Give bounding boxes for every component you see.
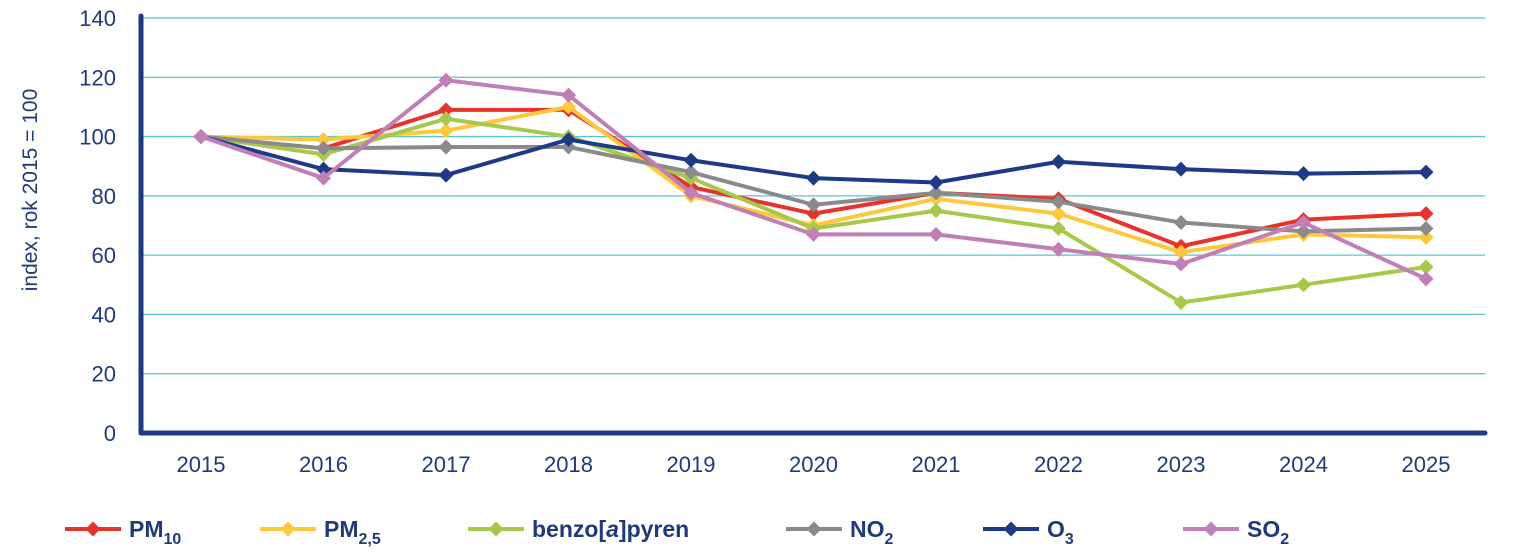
data-point-so2 — [193, 129, 209, 145]
legend-entry-pm25: PM2,5 — [260, 516, 381, 548]
legend-entry-no2: NO2 — [786, 516, 894, 548]
y-tick-label: 140 — [79, 6, 116, 31]
y-tick-label: 40 — [92, 302, 116, 327]
legend-swatch-marker — [806, 521, 822, 537]
legend-label: NO2 — [850, 516, 894, 548]
x-tick-label: 2022 — [1034, 452, 1083, 477]
legend-swatch-marker — [1003, 521, 1019, 537]
data-point-pm10 — [438, 102, 454, 118]
data-point-so2 — [438, 72, 454, 88]
data-point-o3 — [1173, 161, 1189, 177]
data-point-no2 — [438, 139, 454, 155]
data-point-no2 — [1173, 215, 1189, 231]
data-point-so2 — [683, 185, 699, 201]
data-point-pm25 — [316, 132, 331, 148]
y-tick-label: 20 — [92, 362, 116, 387]
data-point-bap — [1173, 295, 1189, 311]
data-point-pm10 — [806, 206, 821, 222]
x-axis-ticks: 2015 2016 2017 2018 2019 2020 2021 2022 2023 2024… — [177, 452, 1451, 477]
y-tick-label: 60 — [92, 243, 116, 268]
data-point-o3 — [561, 132, 576, 148]
data-point-so2 — [316, 170, 331, 186]
data-point-no2 — [316, 140, 331, 156]
x-tick-label: 2023 — [1157, 452, 1206, 477]
legend-entry-bap: benzo[a]pyren — [468, 516, 689, 542]
y-tick-label: 0 — [104, 421, 116, 446]
legend-swatch-marker — [280, 521, 296, 537]
legend-entry-so2: SO2 — [1183, 516, 1289, 548]
data-point-no2 — [1051, 194, 1066, 210]
y-axis-ticks: 0 20 40 60 80 100 120 140 — [79, 6, 116, 446]
x-tick-label: 2017 — [422, 452, 471, 477]
x-tick-label: 2016 — [299, 452, 348, 477]
y-tick-label: 120 — [79, 65, 116, 90]
data-point-bap — [1296, 277, 1311, 293]
legend-label: SO2 — [1247, 516, 1289, 548]
data-point-o3 — [1051, 154, 1066, 170]
legend-entry-pm10: PM10 — [65, 516, 181, 548]
data-point-so2 — [1173, 256, 1189, 272]
data-point-pm25 — [1173, 244, 1189, 260]
legend-entry-o3: O3 — [983, 516, 1074, 548]
y-tick-label: 80 — [92, 184, 116, 209]
data-point-pm10 — [1418, 206, 1434, 222]
series-group — [193, 72, 1434, 311]
y-tick-label: 100 — [79, 125, 116, 150]
data-point-o3 — [1418, 164, 1434, 180]
data-point-o3 — [806, 170, 821, 186]
data-point-no2 — [928, 185, 944, 201]
data-point-so2 — [1418, 271, 1434, 287]
data-point-o3 — [683, 152, 699, 168]
x-tick-label: 2020 — [789, 452, 838, 477]
data-point-o3 — [438, 167, 454, 183]
data-point-so2 — [806, 226, 821, 242]
series-o3 — [193, 129, 1434, 191]
data-point-pm25 — [1418, 229, 1434, 245]
legend-swatch-marker — [85, 521, 101, 537]
data-point-o3 — [928, 175, 944, 191]
series-no2 — [193, 129, 1434, 239]
data-point-pm25 — [438, 123, 454, 139]
data-point-so2 — [1051, 241, 1066, 257]
data-point-bap — [1051, 220, 1066, 236]
x-tick-label: 2018 — [544, 452, 593, 477]
data-point-bap — [1418, 259, 1434, 275]
data-point-no2 — [1296, 223, 1311, 239]
series-so2 — [193, 72, 1434, 287]
legend-label: benzo[a]pyren — [532, 516, 689, 542]
gridlines — [141, 17, 1485, 375]
x-tick-label: 2021 — [912, 452, 961, 477]
data-point-o3 — [1296, 166, 1311, 182]
x-tick-label: 2015 — [177, 452, 226, 477]
y-axis-label: index, rok 2015 = 100 — [19, 89, 42, 292]
data-point-pm25 — [1051, 206, 1066, 222]
data-point-bap — [438, 111, 454, 127]
axes — [138, 13, 1488, 436]
legend-label: PM10 — [129, 516, 181, 548]
data-point-pm25 — [561, 99, 576, 115]
data-point-no2 — [683, 164, 699, 180]
legend-swatch-marker — [1203, 521, 1219, 537]
x-tick-label: 2024 — [1279, 452, 1328, 477]
data-point-so2 — [928, 226, 944, 242]
x-tick-label: 2025 — [1402, 452, 1451, 477]
data-point-so2 — [1296, 215, 1311, 231]
data-point-no2 — [1418, 220, 1434, 236]
data-point-no2 — [806, 197, 821, 213]
legend-label: O3 — [1047, 516, 1074, 548]
legend: PM10 PM2,5 benzo[a]pyren NO2 O3 SO2 — [65, 516, 1289, 548]
legend-label: PM2,5 — [324, 516, 381, 548]
data-point-so2 — [561, 87, 576, 103]
data-point-bap — [928, 203, 944, 219]
legend-swatch-marker — [488, 521, 504, 537]
x-tick-label: 2019 — [667, 452, 716, 477]
